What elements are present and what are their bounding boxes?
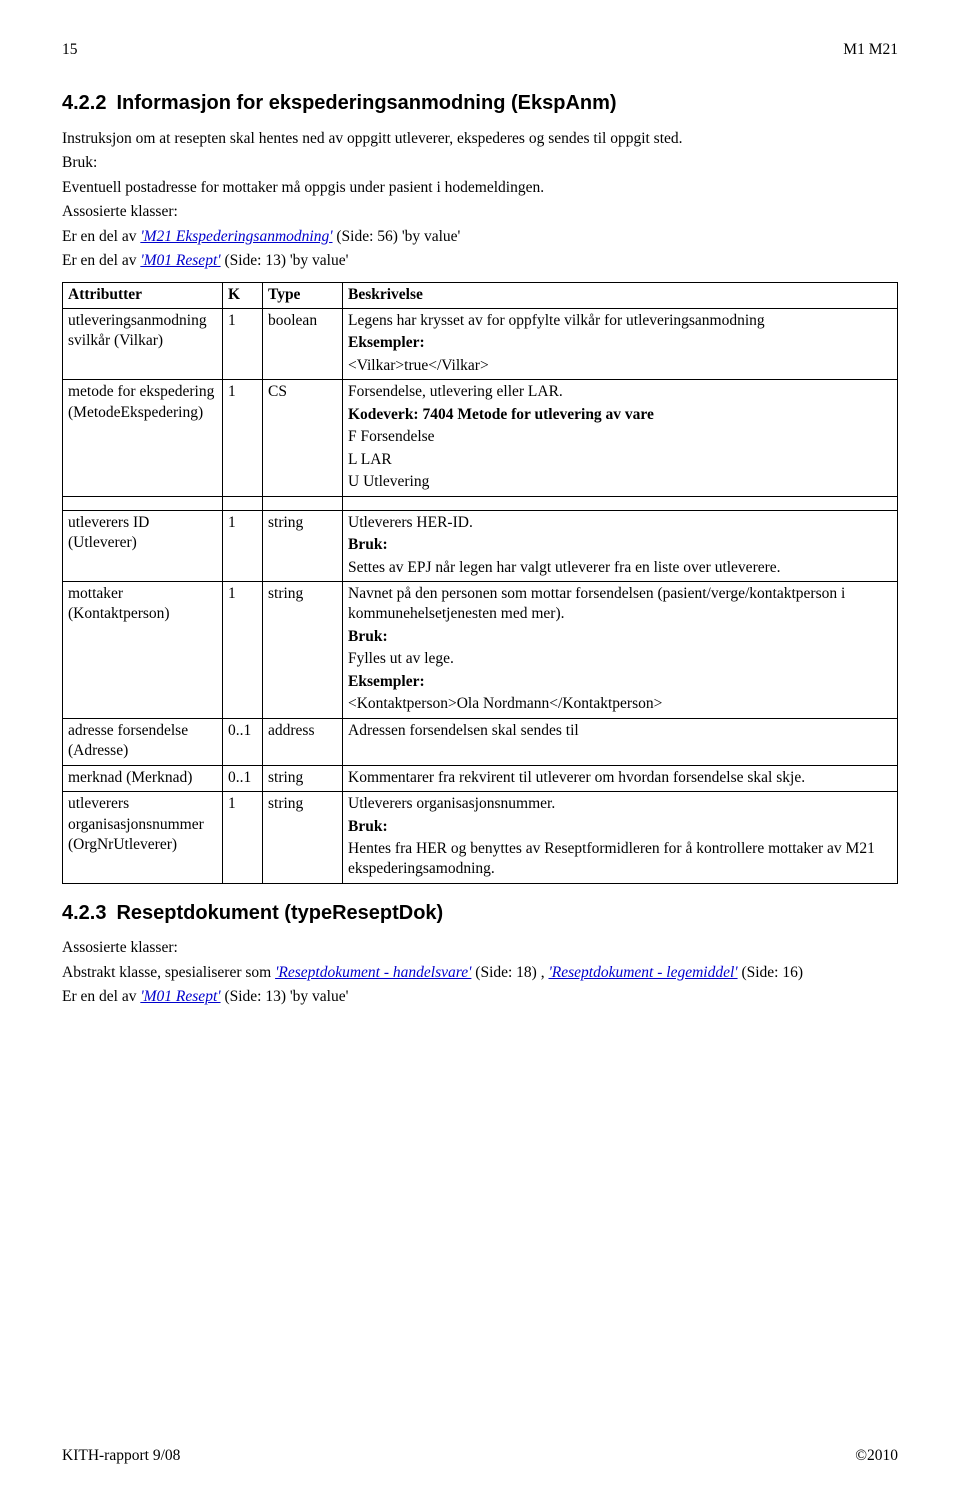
- abstract-line: Abstrakt klasse, spesialiserer som 'Rese…: [62, 963, 898, 983]
- attr-cell: mottaker (Kontaktperson): [63, 582, 223, 719]
- section-heading-1: 4.2.2 Informasjon for ekspederingsanmodni…: [62, 90, 898, 116]
- table-row: utleverers ID (Utleverer) 1 string Utlev…: [63, 510, 898, 581]
- footer-right: ©2010: [855, 1446, 898, 1466]
- section-number: 4.2.3: [62, 902, 106, 924]
- abs-pre: Abstrakt klasse, spesialiserer som: [62, 964, 275, 981]
- type-cell: string: [263, 765, 343, 791]
- assoc2-pre: Er en del av: [62, 252, 140, 269]
- desc-line: Fylles ut av lege.: [348, 649, 892, 669]
- header-code: M1 M21: [843, 40, 898, 60]
- desc-line: Bruk:: [348, 627, 892, 647]
- th-desc: Beskrivelse: [343, 282, 898, 308]
- section-heading-2: 4.2.3 Reseptdokument (typeReseptDok): [62, 900, 898, 926]
- section-title: Informasjon for ekspederingsanmodning (E…: [116, 92, 616, 114]
- abs-post: (Side: 16): [738, 964, 803, 981]
- assoc1-link[interactable]: 'M21 Ekspederingsanmodning': [140, 228, 332, 245]
- desc-cell: Navnet på den personen som mottar forsen…: [343, 582, 898, 719]
- table-row: adresse forsendelse (Adresse) 0..1 addre…: [63, 718, 898, 765]
- desc-line: Legens har krysset av for oppfylte vilkå…: [348, 311, 892, 331]
- assoc2-link[interactable]: 'M01 Resept': [140, 252, 220, 269]
- desc-cell: Kommentarer fra rekvirent til utleverer …: [343, 765, 898, 791]
- desc-cell: Legens har krysset av for oppfylte vilkå…: [343, 309, 898, 380]
- desc-cell: Utleverers HER-ID. Bruk: Settes av EPJ n…: [343, 510, 898, 581]
- desc-line: Bruk:: [348, 535, 892, 555]
- desc-cell: Adressen forsendelsen skal sendes til: [343, 718, 898, 765]
- page-header: 15 M1 M21: [62, 40, 898, 60]
- type-cell: boolean: [263, 309, 343, 380]
- desc-cell: Utleverers organisasjonsnummer. Bruk: He…: [343, 792, 898, 884]
- th-k: K: [223, 282, 263, 308]
- table-row: mottaker (Kontaktperson) 1 string Navnet…: [63, 582, 898, 719]
- type-cell: string: [263, 582, 343, 719]
- table-row: metode for ekspedering (MetodeEkspederin…: [63, 380, 898, 496]
- assoc-label: Assosierte klasser:: [62, 202, 898, 222]
- attr-cell: utleveringsanmodning svilkår (Vilkar): [63, 309, 223, 380]
- desc-line: Settes av EPJ når legen har valgt utleve…: [348, 558, 892, 578]
- attr-cell: metode for ekspedering (MetodeEkspederin…: [63, 380, 223, 496]
- assoc-line-3: Er en del av 'M01 Resept' (Side: 13) 'by…: [62, 987, 898, 1007]
- type-cell: string: [263, 792, 343, 884]
- th-type: Type: [263, 282, 343, 308]
- k-cell: 1: [223, 582, 263, 719]
- assoc3-post: (Side: 13) 'by value': [221, 988, 349, 1005]
- desc-line: Utleverers HER-ID.: [348, 513, 892, 533]
- assoc-label-2: Assosierte klasser:: [62, 938, 898, 958]
- assoc3-pre: Er en del av: [62, 988, 140, 1005]
- abs-link1[interactable]: 'Reseptdokument - handelsvare': [275, 964, 471, 981]
- k-cell: 1: [223, 510, 263, 581]
- desc-line: Utleverers organisasjonsnummer.: [348, 794, 892, 814]
- k-cell: 1: [223, 380, 263, 496]
- k-cell: 0..1: [223, 718, 263, 765]
- th-attr: Attributter: [63, 282, 223, 308]
- abs-mid: (Side: 18) ,: [471, 964, 548, 981]
- desc-line: U Utlevering: [348, 472, 892, 492]
- section-title: Reseptdokument (typeReseptDok): [116, 902, 443, 924]
- desc-line: <Vilkar>true</Vilkar>: [348, 356, 892, 376]
- desc-line: Hentes fra HER og benyttes av Reseptform…: [348, 839, 892, 880]
- desc-cell: Forsendelse, utlevering eller LAR. Kodev…: [343, 380, 898, 496]
- type-cell: address: [263, 718, 343, 765]
- assoc-line-2: Er en del av 'M01 Resept' (Side: 13) 'by…: [62, 251, 898, 271]
- desc-line: Adressen forsendelsen skal sendes til: [348, 721, 892, 741]
- k-cell: 1: [223, 309, 263, 380]
- section-number: 4.2.2: [62, 92, 106, 114]
- k-cell: 0..1: [223, 765, 263, 791]
- bruk-label: Bruk:: [62, 153, 898, 173]
- table-row: merknad (Merknad) 0..1 string Kommentare…: [63, 765, 898, 791]
- table-row: utleverers organisasjonsnummer (OrgNrUtl…: [63, 792, 898, 884]
- assoc3-link[interactable]: 'M01 Resept': [140, 988, 220, 1005]
- desc-line: <Kontaktperson>Ola Nordmann</Kontaktpers…: [348, 694, 892, 714]
- footer-left: KITH-rapport 9/08: [62, 1446, 180, 1466]
- page-footer: KITH-rapport 9/08 ©2010: [62, 1446, 898, 1466]
- type-cell: string: [263, 510, 343, 581]
- intro-text: Instruksjon om at resepten skal hentes n…: [62, 129, 898, 149]
- type-cell: CS: [263, 380, 343, 496]
- desc-line: L LAR: [348, 450, 892, 470]
- attr-cell: utleverers ID (Utleverer): [63, 510, 223, 581]
- bruk-text: Eventuell postadresse for mottaker må op…: [62, 178, 898, 198]
- table-spacer: [63, 496, 898, 510]
- table-header-row: Attributter K Type Beskrivelse: [63, 282, 898, 308]
- desc-line: Eksempler:: [348, 333, 892, 353]
- desc-line: Bruk:: [348, 817, 892, 837]
- desc-line: Kodeverk: 7404 Metode for utlevering av …: [348, 405, 892, 425]
- desc-line: Kommentarer fra rekvirent til utleverer …: [348, 768, 892, 788]
- k-cell: 1: [223, 792, 263, 884]
- attr-cell: merknad (Merknad): [63, 765, 223, 791]
- desc-line: Navnet på den personen som mottar forsen…: [348, 584, 892, 625]
- attr-cell: adresse forsendelse (Adresse): [63, 718, 223, 765]
- assoc1-post: (Side: 56) 'by value': [333, 228, 461, 245]
- assoc2-post: (Side: 13) 'by value': [221, 252, 349, 269]
- desc-line: F Forsendelse: [348, 427, 892, 447]
- page-number: 15: [62, 40, 78, 60]
- attr-cell: utleverers organisasjonsnummer (OrgNrUtl…: [63, 792, 223, 884]
- assoc-line-1: Er en del av 'M21 Ekspederingsanmodning'…: [62, 227, 898, 247]
- desc-line: Eksempler:: [348, 672, 892, 692]
- attributes-table-1: Attributter K Type Beskrivelse utleverin…: [62, 282, 898, 884]
- desc-line: Forsendelse, utlevering eller LAR.: [348, 382, 892, 402]
- abs-link2[interactable]: 'Reseptdokument - legemiddel': [548, 964, 737, 981]
- table-row: utleveringsanmodning svilkår (Vilkar) 1 …: [63, 309, 898, 380]
- assoc1-pre: Er en del av: [62, 228, 140, 245]
